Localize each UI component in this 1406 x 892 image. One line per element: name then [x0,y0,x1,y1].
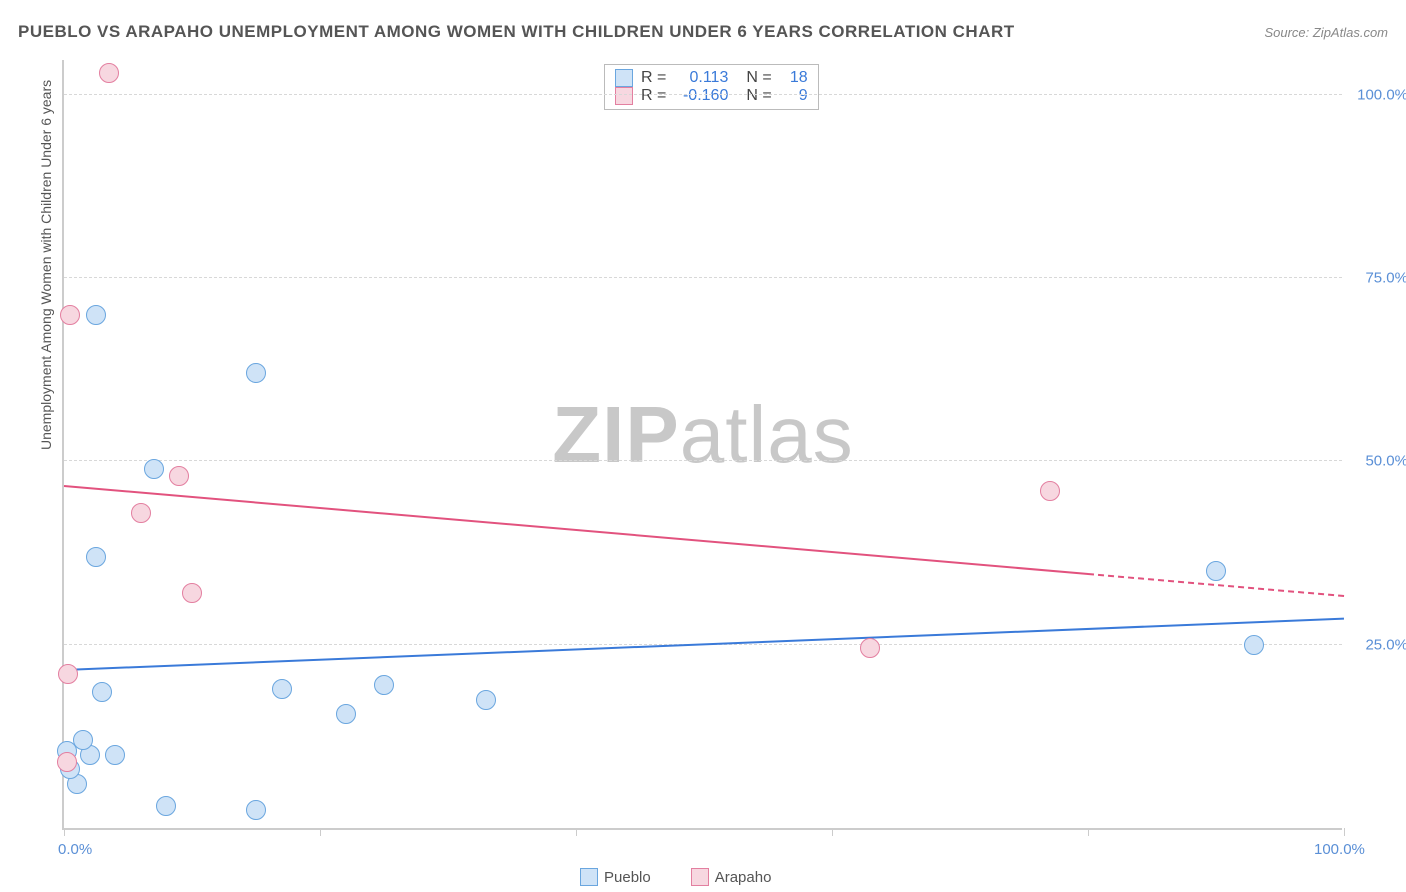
scatter-point [99,63,119,83]
x-tick [64,828,65,836]
scatter-point [57,752,77,772]
y-tick-label: 100.0% [1357,86,1406,103]
x-tick [1088,828,1089,836]
stat-r-label: R = [641,69,666,87]
scatter-point [272,679,292,699]
legend-item: Pueblo [580,868,651,886]
stat-r-value: -0.160 [674,87,728,105]
legend-swatch-icon [580,868,598,886]
watermark: ZIPatlas [552,389,853,481]
legend-swatch-icon [691,868,709,886]
stat-n-value: 9 [780,87,808,105]
watermark-zip: ZIP [552,390,679,479]
scatter-point [476,690,496,710]
x-tick [1344,828,1345,836]
x-tick [832,828,833,836]
scatter-point [182,583,202,603]
scatter-point [73,730,93,750]
scatter-point [860,638,880,658]
gridline [64,460,1342,461]
legend-label: Arapaho [715,869,772,886]
scatter-point [246,363,266,383]
chart-title: PUEBLO VS ARAPAHO UNEMPLOYMENT AMONG WOM… [18,22,1015,42]
legend-item: Arapaho [691,868,772,886]
stats-row: R = 0.113 N = 18 [615,69,808,87]
stat-n-label: N = [746,87,771,105]
scatter-point [246,800,266,820]
y-tick-label: 25.0% [1365,636,1406,653]
stat-n-value: 18 [780,69,808,87]
scatter-point [105,745,125,765]
scatter-point [58,664,78,684]
scatter-point [169,466,189,486]
legend-label: Pueblo [604,869,651,886]
scatter-point [60,305,80,325]
x-tick-label: 100.0% [1314,841,1365,858]
plot-area: ZIPatlas R =0.113N =18R =-0.160N =9 25.0… [62,60,1342,830]
scatter-point [86,305,106,325]
scatter-point [1244,635,1264,655]
scatter-point [336,704,356,724]
gridline [64,277,1342,278]
source-label: Source: ZipAtlas.com [1264,25,1388,40]
y-tick-label: 75.0% [1365,270,1406,287]
bottom-legend: Pueblo Arapaho [580,868,771,886]
scatter-point [156,796,176,816]
scatter-point [1206,561,1226,581]
scatter-point [144,459,164,479]
gridline [64,94,1342,95]
y-axis-label: Unemployment Among Women with Children U… [38,80,54,450]
scatter-point [1040,481,1060,501]
scatter-point [374,675,394,695]
trend-line [64,485,1088,575]
x-tick-label: 0.0% [58,841,92,858]
scatter-point [131,503,151,523]
legend-swatch-icon [615,87,633,105]
scatter-point [92,682,112,702]
x-tick [576,828,577,836]
stat-n-label: N = [746,69,771,87]
stats-box: R = 0.113 N = 18 R = -0.160 N = 9 [604,64,819,110]
stat-r-label: R = [641,87,666,105]
watermark-atlas: atlas [680,390,854,479]
y-tick-label: 50.0% [1365,453,1406,470]
stat-r-value: 0.113 [674,69,728,87]
stats-row: R = -0.160 N = 9 [615,87,808,105]
legend-swatch-icon [615,69,633,87]
scatter-point [86,547,106,567]
x-tick [320,828,321,836]
